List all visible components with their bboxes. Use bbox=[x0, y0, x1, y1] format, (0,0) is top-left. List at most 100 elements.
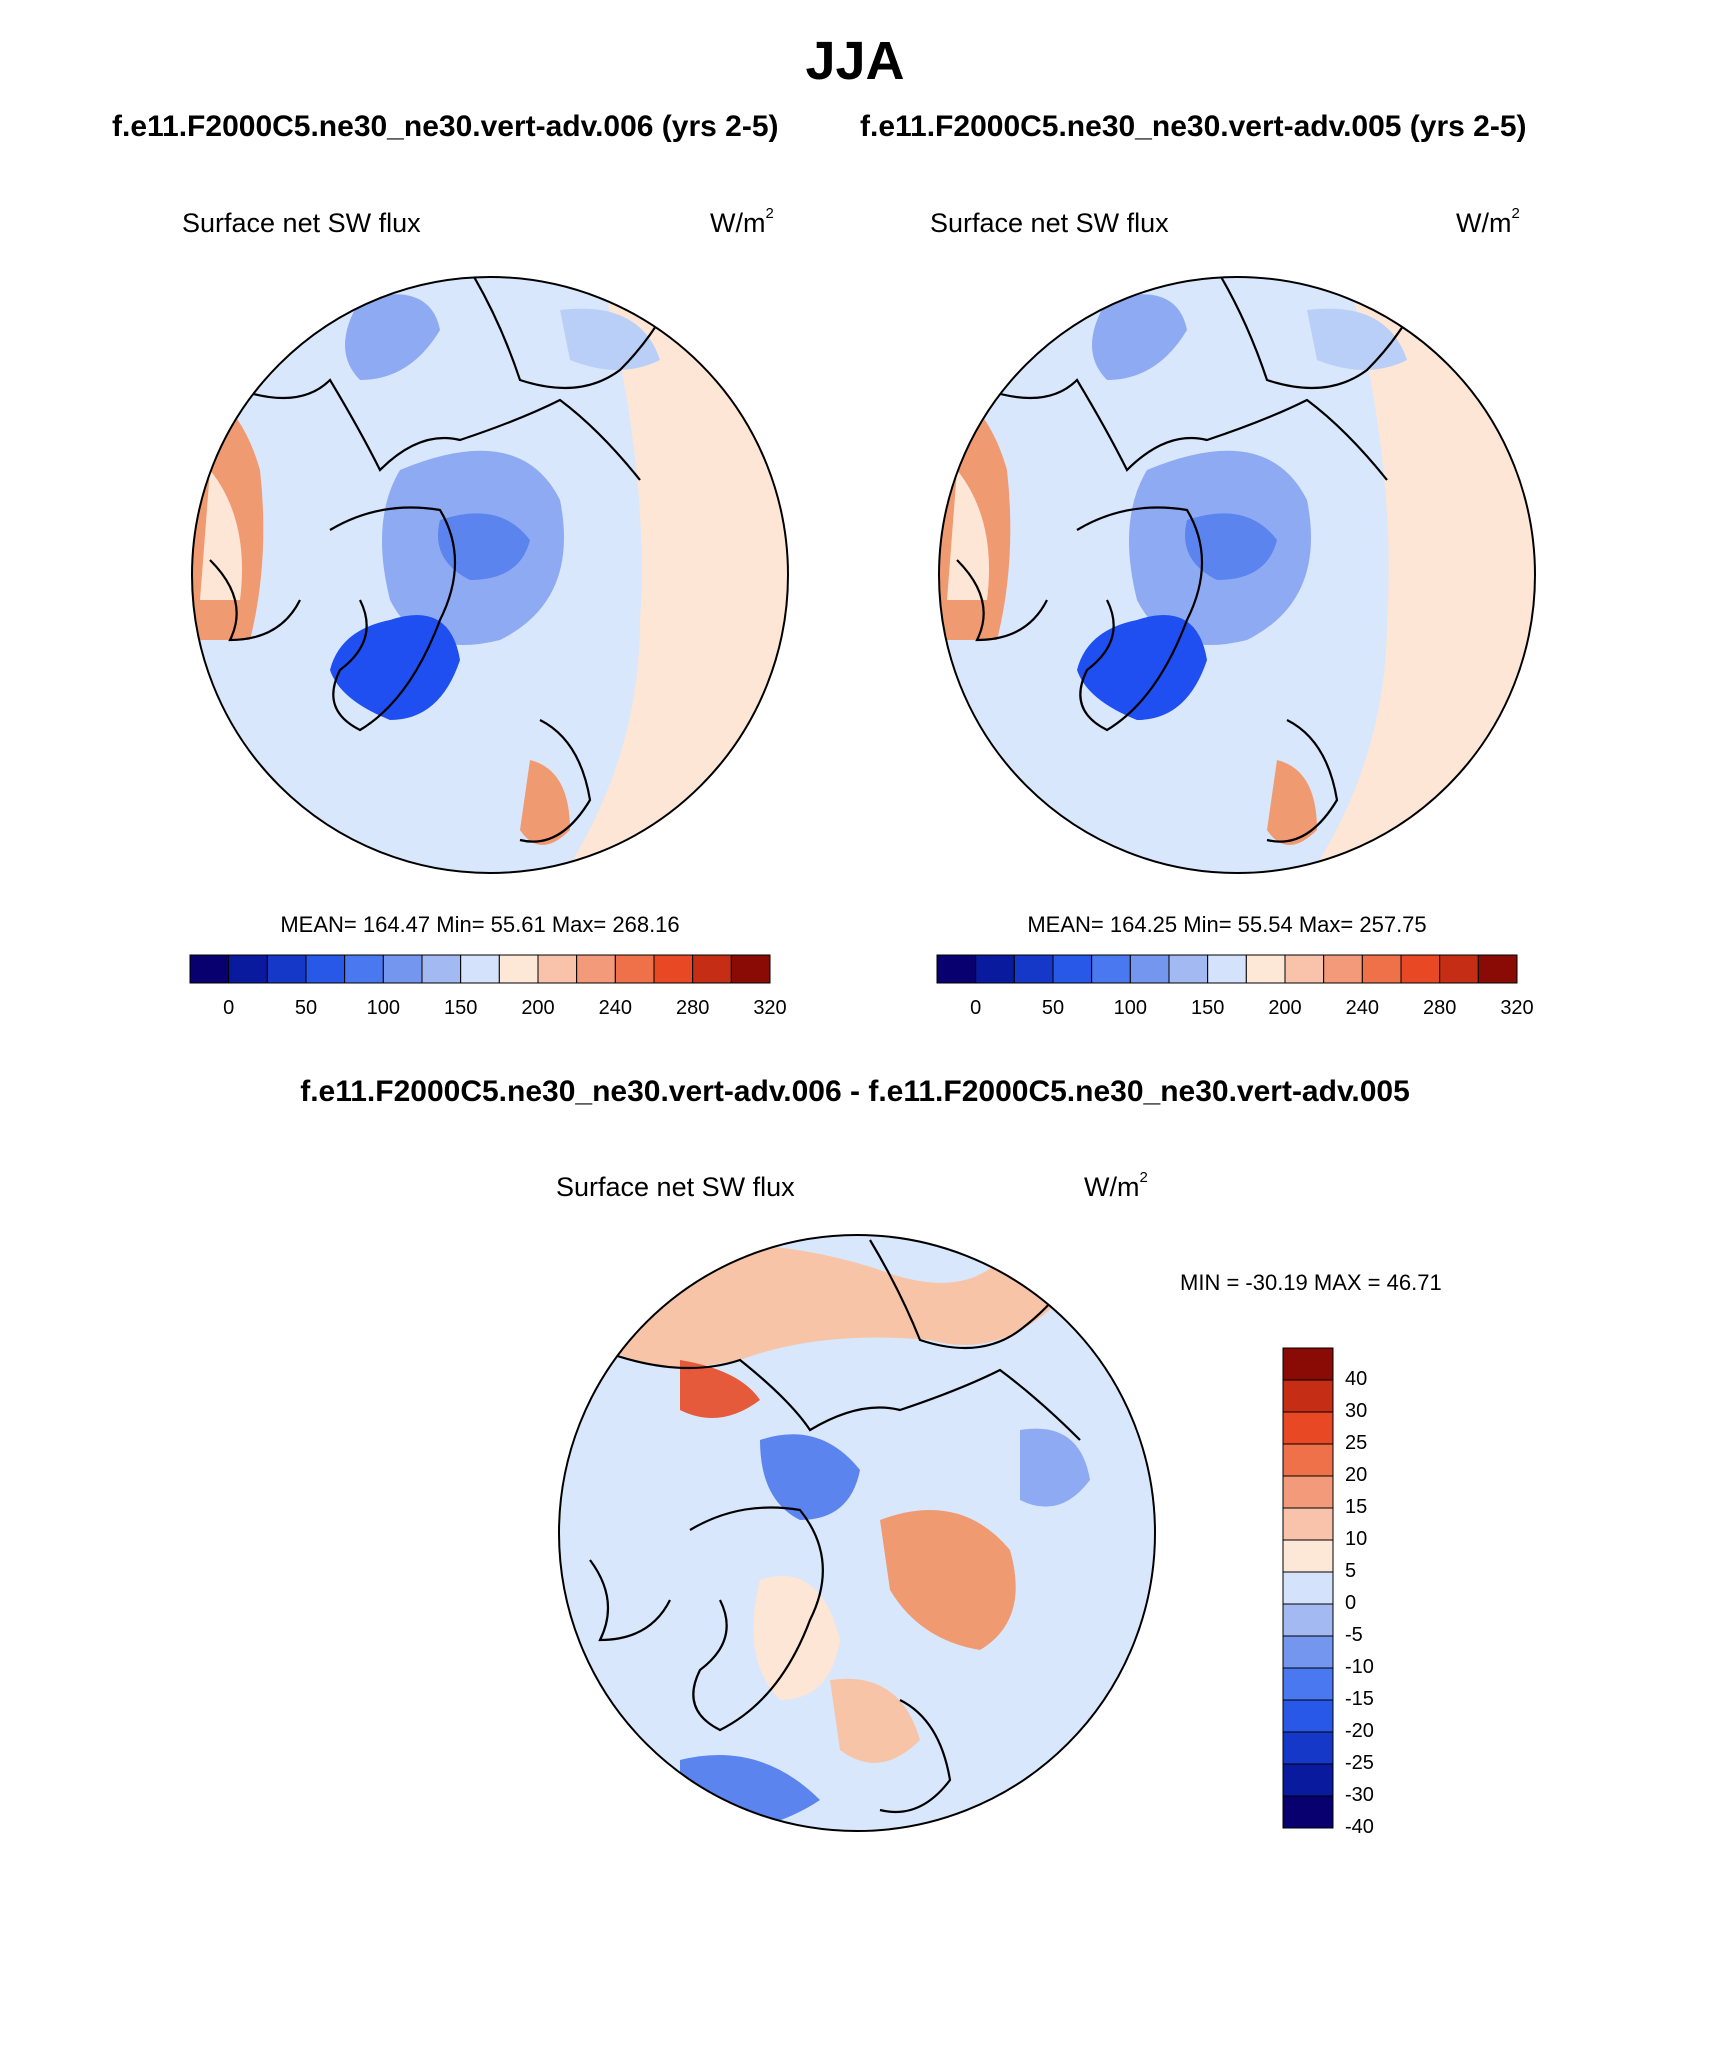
panel1-unit: W/m2 bbox=[710, 205, 774, 238]
colorbar-tick-label: 0 bbox=[1345, 1592, 1357, 1614]
colorbar-tick-label: 50 bbox=[294, 997, 318, 1019]
map3-border bbox=[558, 1234, 1156, 1832]
map3-north-field bbox=[600, 1243, 1060, 1367]
colorbar-tick-label: 280 bbox=[1422, 997, 1457, 1019]
colorbar-tick-label: 240 bbox=[598, 997, 633, 1019]
colorbar-box bbox=[1282, 1795, 1334, 1829]
colorbar-tick-label: 40 bbox=[1345, 1368, 1368, 1390]
map1-coastlines bbox=[209, 277, 682, 843]
panel2-unit: W/m2 bbox=[1456, 205, 1520, 238]
map2-eurasia-field bbox=[1307, 277, 1535, 873]
map1-greenland-field bbox=[330, 615, 460, 720]
map2-east-siberia-field bbox=[1307, 308, 1407, 370]
left-case-title: f.e11.F2000C5.ne30_ne30.vert-adv.006 (yr… bbox=[112, 110, 779, 143]
colorbar-box bbox=[1282, 1635, 1334, 1669]
map2-pacific-field bbox=[947, 470, 989, 600]
map3-europe-field bbox=[830, 1678, 920, 1763]
colorbar-tick-label: 150 bbox=[443, 997, 478, 1019]
colorbar-tick-label: 200 bbox=[1268, 997, 1302, 1019]
colorbar-tick-label: 10 bbox=[1345, 1528, 1368, 1550]
colorbar-tick-label: -25 bbox=[1345, 1752, 1374, 1774]
colorbar-box bbox=[1282, 1411, 1334, 1445]
map2-coastlines bbox=[956, 277, 1429, 843]
colorbar-box bbox=[1282, 1539, 1334, 1573]
map2-siberia-field bbox=[1092, 294, 1187, 380]
colorbar-box bbox=[692, 954, 732, 984]
colorbar-box bbox=[730, 954, 771, 984]
colorbar-box bbox=[614, 954, 655, 984]
colorbar-tick-label: -15 bbox=[1345, 1688, 1374, 1710]
panel3-unit: W/m2 bbox=[1084, 1169, 1148, 1202]
colorbar-box bbox=[1091, 954, 1131, 984]
colorbar-tick-label: -40 bbox=[1345, 1816, 1374, 1838]
colorbar-box bbox=[1013, 954, 1054, 984]
colorbar-tick-label: -30 bbox=[1345, 1784, 1374, 1806]
panel1-variable-label: Surface net SW flux bbox=[182, 208, 421, 238]
colorbar-tick-label: 50 bbox=[1041, 997, 1065, 1019]
colorbar-tick-label: 100 bbox=[1113, 997, 1148, 1019]
colorbar-box bbox=[189, 954, 230, 984]
map3-siberia-negative-field bbox=[1020, 1428, 1090, 1507]
colorbar-box bbox=[1168, 954, 1209, 984]
map3-central-positive-field bbox=[880, 1510, 1016, 1650]
colorbar-tick-label: 20 bbox=[1345, 1464, 1368, 1486]
colorbar-box bbox=[1282, 1699, 1334, 1733]
map2-border bbox=[938, 276, 1536, 874]
right-case-title: f.e11.F2000C5.ne30_ne30.vert-adv.005 (yr… bbox=[860, 110, 1527, 143]
colorbar-box bbox=[1282, 1731, 1334, 1765]
map2-greenland-field bbox=[1077, 615, 1207, 720]
colorbar-box bbox=[1282, 1603, 1334, 1637]
colorbar-tick-label: 100 bbox=[366, 997, 401, 1019]
colorbar-box bbox=[421, 954, 462, 984]
colorbar-tick-label: -5 bbox=[1345, 1624, 1363, 1646]
colorbar-box bbox=[1477, 954, 1518, 984]
map2-europe-field bbox=[1267, 760, 1317, 845]
colorbar-tick-label: 200 bbox=[521, 997, 555, 1019]
colorbar-3 bbox=[1282, 1347, 1334, 1829]
colorbar-tick-label: 0 bbox=[970, 997, 982, 1019]
colorbar-box bbox=[1282, 1379, 1334, 1413]
map-panel-3 bbox=[559, 1235, 1155, 1831]
colorbar-tick-label: 15 bbox=[1345, 1496, 1368, 1518]
colorbar-tick-label: 320 bbox=[753, 997, 787, 1019]
map2-arctic-core-field bbox=[1185, 513, 1277, 580]
colorbar-box bbox=[344, 954, 384, 984]
colorbar-box bbox=[1282, 1443, 1334, 1477]
map3-greenland-field bbox=[753, 1576, 840, 1700]
colorbar-box bbox=[1052, 954, 1093, 984]
map1-border bbox=[191, 276, 789, 874]
colorbar-box bbox=[1207, 954, 1247, 984]
colorbar-box bbox=[537, 954, 578, 984]
colorbar-box bbox=[1282, 1667, 1334, 1701]
colorbar-box bbox=[576, 954, 616, 984]
map-panel-1 bbox=[192, 277, 788, 873]
colorbar-box bbox=[266, 954, 307, 984]
colorbar-1 bbox=[189, 954, 771, 984]
colorbar-tick-label: 30 bbox=[1345, 1400, 1368, 1422]
panel3-variable-label: Surface net SW flux bbox=[556, 1172, 795, 1202]
map1-arctic-core-field bbox=[438, 513, 530, 580]
map1-europe-field bbox=[520, 760, 570, 845]
panel2-variable-label: Surface net SW flux bbox=[930, 208, 1169, 238]
map1-siberia-field bbox=[345, 294, 440, 380]
colorbar-box bbox=[936, 954, 977, 984]
colorbar-box bbox=[305, 954, 346, 984]
page-title: JJA bbox=[805, 31, 905, 91]
colorbar-box bbox=[1282, 1475, 1334, 1509]
colorbar-box bbox=[498, 954, 539, 984]
difference-title: f.e11.F2000C5.ne30_ne30.vert-adv.006 - f… bbox=[300, 1075, 1410, 1108]
colorbar-2 bbox=[936, 954, 1518, 984]
colorbar-tick-label: 5 bbox=[1345, 1560, 1357, 1582]
colorbar-box bbox=[1361, 954, 1402, 984]
map-panel-2 bbox=[939, 277, 1535, 873]
colorbar-tick-label: -10 bbox=[1345, 1656, 1374, 1678]
colorbar-box bbox=[653, 954, 694, 984]
colorbar-tick-label: 150 bbox=[1190, 997, 1225, 1019]
panel3-stats: MIN = -30.19 MAX = 46.71 bbox=[1180, 1270, 1442, 1295]
colorbar-tick-label: 320 bbox=[1500, 997, 1534, 1019]
colorbar-box bbox=[1282, 1507, 1334, 1541]
colorbar-box bbox=[1282, 1571, 1334, 1605]
colorbar-box bbox=[1284, 954, 1325, 984]
colorbar-box bbox=[1323, 954, 1363, 984]
